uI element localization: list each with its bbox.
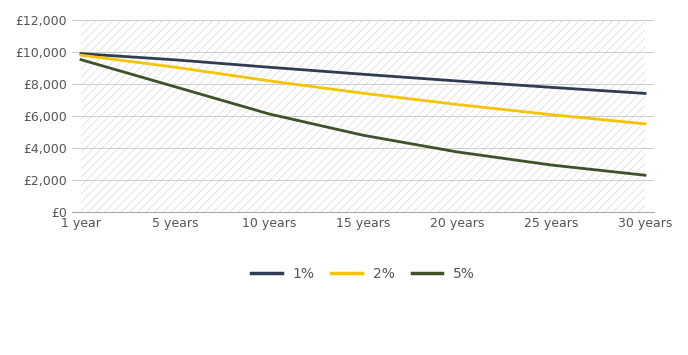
1% <box>265 65 273 69</box>
5% <box>641 173 649 178</box>
5% <box>171 84 179 89</box>
1% <box>547 85 555 89</box>
1% <box>171 58 179 62</box>
Line: 5%: 5% <box>81 60 645 175</box>
5% <box>359 133 367 137</box>
2% <box>359 91 367 95</box>
1% <box>77 51 85 56</box>
2% <box>547 113 555 117</box>
5% <box>265 112 273 116</box>
2% <box>265 79 273 83</box>
Line: 2%: 2% <box>81 55 645 124</box>
2% <box>453 102 461 106</box>
5% <box>453 150 461 154</box>
2% <box>77 53 85 57</box>
Line: 1%: 1% <box>81 54 645 93</box>
2% <box>171 65 179 69</box>
1% <box>641 91 649 95</box>
2% <box>641 122 649 126</box>
1% <box>453 79 461 83</box>
5% <box>547 163 555 167</box>
1% <box>359 72 367 76</box>
5% <box>77 58 85 62</box>
Legend: 1%, 2%, 5%: 1%, 2%, 5% <box>246 262 481 287</box>
